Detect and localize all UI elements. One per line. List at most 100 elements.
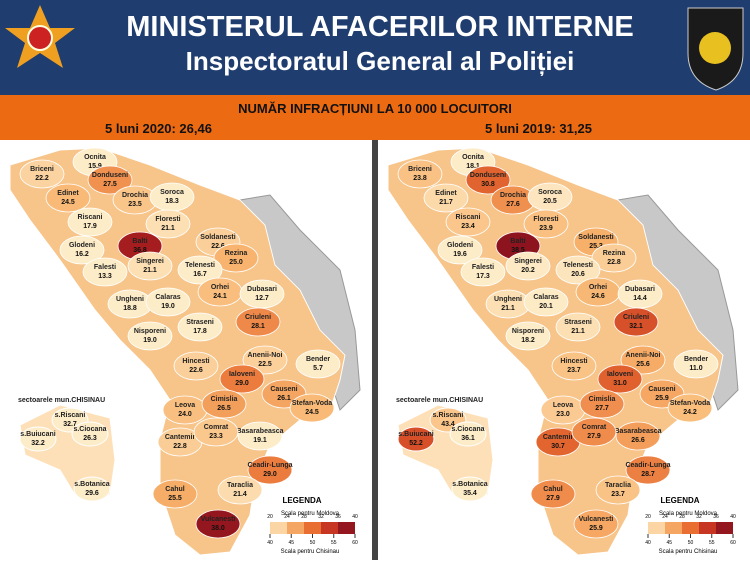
district-value: 27.7 xyxy=(595,405,609,412)
district-area xyxy=(523,209,569,239)
district-name: Rezina xyxy=(603,250,626,257)
legend-title: LEGENDA xyxy=(660,496,699,505)
district-area xyxy=(527,182,573,212)
sector-value: 52.2 xyxy=(409,440,423,447)
legend-swatch xyxy=(304,522,321,534)
district-value: 22.2 xyxy=(35,175,49,182)
sector-value: 43.4 xyxy=(441,421,455,428)
district-name: Edinet xyxy=(435,190,457,197)
district-name: Soldanesti xyxy=(200,234,235,241)
district-area xyxy=(82,257,128,287)
district-value: 20.2 xyxy=(521,267,535,274)
district-area xyxy=(87,165,133,195)
district-value: 23.7 xyxy=(567,367,581,374)
district-name: Soroca xyxy=(538,189,562,196)
district-name: Causeni xyxy=(270,386,297,393)
district-name: Cahul xyxy=(543,486,563,493)
district-value: 22.6 xyxy=(211,243,225,250)
district-area xyxy=(235,307,281,337)
district-area xyxy=(145,209,191,239)
sector-name: s.Ciocana xyxy=(451,426,484,433)
district-name: Riscani xyxy=(456,214,481,221)
district-area xyxy=(551,351,597,381)
district-area xyxy=(177,255,223,285)
sector-name: s.Buiucani xyxy=(20,431,55,438)
district-name: Vulcanesti xyxy=(579,516,614,523)
district-area xyxy=(145,287,191,317)
district-area xyxy=(485,289,531,319)
legend-tick: 50 xyxy=(688,540,694,546)
period-label: 5 luni 2020: 26,46 xyxy=(105,121,212,136)
district-name: Leova xyxy=(553,402,573,409)
district-area xyxy=(162,395,208,425)
legend-tick: 60 xyxy=(352,540,358,546)
district-area xyxy=(239,279,285,309)
district-name: Balti xyxy=(510,238,525,245)
district-area xyxy=(173,351,219,381)
district-area xyxy=(217,475,263,505)
district-name: Nisporeni xyxy=(512,328,544,335)
district-area xyxy=(437,235,483,265)
district-name: Taraclia xyxy=(605,482,631,489)
district-value: 23.3 xyxy=(209,433,223,440)
legend-tick: 40 xyxy=(645,540,651,546)
district-value: 18.2 xyxy=(521,337,535,344)
district-area xyxy=(177,312,223,342)
legend-swatch xyxy=(648,522,665,534)
district-name: Calaras xyxy=(533,294,558,301)
district-area xyxy=(127,251,173,281)
district-area xyxy=(237,421,283,451)
district-area xyxy=(523,287,569,317)
district-name: Soldanesti xyxy=(578,234,613,241)
district-area xyxy=(573,509,619,539)
district-name: Ocnita xyxy=(462,154,484,161)
map-panel: Ocnita 15.9 Briceni 22.2 Donduseni 27.5 Edinet… xyxy=(9,147,361,556)
district-value: 24.5 xyxy=(61,199,75,206)
district-area xyxy=(45,183,91,213)
district-area xyxy=(615,421,661,451)
district-name: Ialoveni xyxy=(607,371,633,378)
district-name: Calaras xyxy=(155,294,180,301)
district-area xyxy=(595,475,641,505)
district-name: Glodeni xyxy=(69,242,95,249)
district-value: 29.0 xyxy=(263,471,277,478)
district-value: 22.6 xyxy=(189,367,203,374)
district-value: 20.1 xyxy=(539,303,553,310)
district-value: 18.1 xyxy=(466,163,480,170)
legend-tick: 60 xyxy=(730,540,736,546)
header-subtitle: Inspectoratul General al Poliției xyxy=(186,46,575,76)
sector-area xyxy=(71,421,109,447)
district-area xyxy=(423,183,469,213)
district-value: 26.6 xyxy=(631,437,645,444)
district-value: 20.6 xyxy=(571,271,585,278)
legend-tick: 40 xyxy=(352,514,358,520)
district-name: Ungheni xyxy=(116,296,144,303)
district-value: 26.5 xyxy=(217,405,231,412)
district-value: 24.6 xyxy=(591,293,605,300)
district-name: Anenii-Noi xyxy=(248,352,283,359)
district-name: Briceni xyxy=(408,166,432,173)
district-area xyxy=(152,479,198,509)
district-name: Dubasari xyxy=(247,286,277,293)
legend-tick: 50 xyxy=(310,540,316,546)
district-name: Cahul xyxy=(165,486,185,493)
sectors-title: sectoarele mun.CHISINAU xyxy=(396,397,483,404)
district-value: 32.1 xyxy=(629,323,643,330)
district-name: Donduseni xyxy=(470,172,506,179)
district-area xyxy=(555,312,601,342)
district-value: 18.3 xyxy=(165,198,179,205)
district-area xyxy=(673,349,719,379)
district-name: Singerei xyxy=(136,258,164,265)
district-value: 29.0 xyxy=(235,380,249,387)
legend-tick: 36 xyxy=(335,514,341,520)
district-name: Cantemir xyxy=(543,434,574,441)
sector-area xyxy=(451,476,489,502)
district-area xyxy=(465,165,511,195)
district-name: Hincesti xyxy=(182,358,209,365)
district-value: 16.2 xyxy=(75,251,89,258)
district-value: 25.3 xyxy=(589,243,603,250)
district-name: Briceni xyxy=(30,166,54,173)
district-area xyxy=(505,321,551,351)
legend-scale-label: Scala pentru Moldova xyxy=(659,511,718,517)
district-value: 19.1 xyxy=(253,437,267,444)
